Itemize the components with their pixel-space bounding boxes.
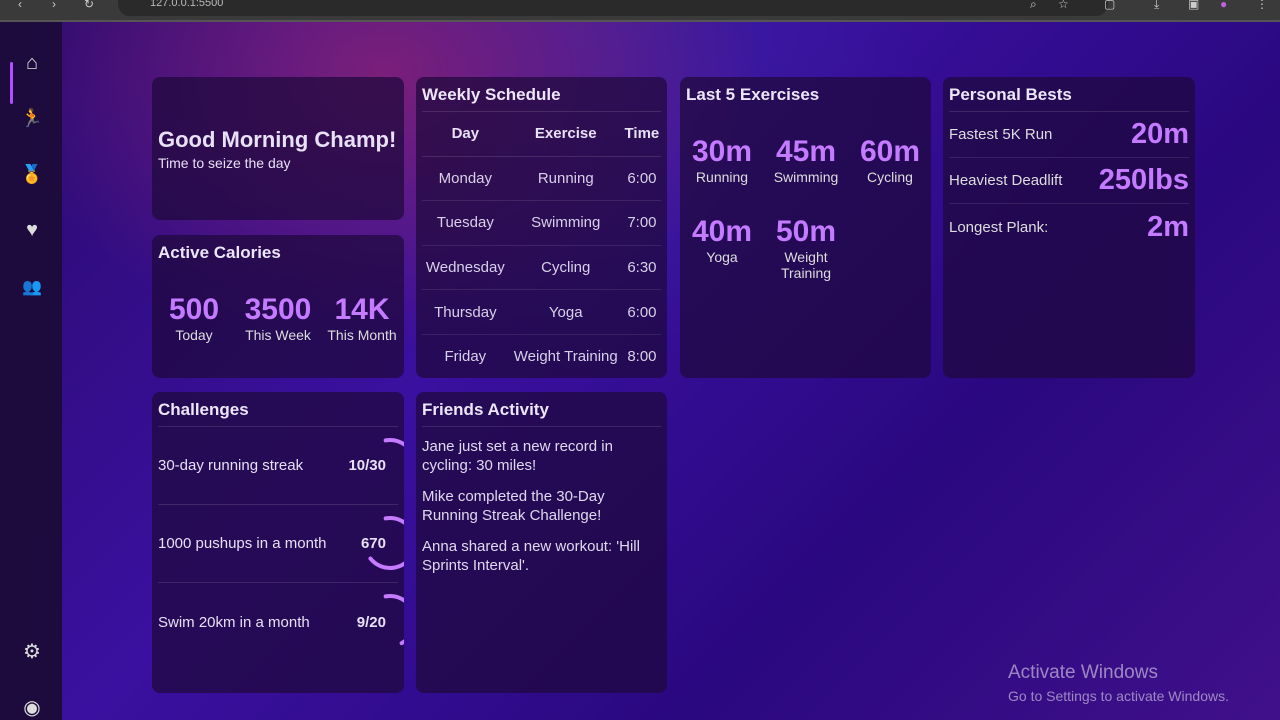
exercise-item: 40m Yoga [691,215,753,265]
last-exercises-card: Last 5 Exercises 30m Running 45m Swimming … [680,77,931,378]
calories-month: 14K This Month [327,293,397,343]
best-label: Longest Plank: [949,218,1049,236]
personal-best-row: Heaviest Deadlift 250lbs [949,158,1189,204]
challenge-label: 30-day running streak [158,457,304,474]
heart-icon[interactable]: ♥ [26,219,38,241]
sidebar: ⌂ 🏃 🏅 ♥ 👥 ⚙ ◉ [0,22,62,720]
schedule-cell: Friday [444,348,487,366]
gear-icon[interactable]: ⚙ [23,641,41,663]
windows-watermark: Activate Windows Go to Settings to activ… [1008,662,1229,704]
card-title: Challenges [158,400,398,427]
column-header: Exercise [508,112,623,157]
menu-icon[interactable]: ⋮ [1256,0,1268,11]
greeting-card: Good Morning Champ! Time to seize the da… [152,77,404,220]
calories-week: 3500 This Week [244,293,312,343]
best-label: Fastest 5K Run [949,126,1053,143]
progress-arc [363,516,404,570]
user-circle-icon[interactable]: ◉ [23,697,41,719]
friends-activity-card: Friends Activity Jane just set a new rec… [416,392,667,693]
schedule-cell: 6:00 [622,156,661,202]
schedule-table: Day Exercise Time Monday Running 6:00 Tuesd… [422,112,661,379]
activity-item: Jane just set a new record in cycling: 3… [422,438,613,474]
schedule-row: Tuesday Swimming 7:00 [422,200,661,246]
back-icon[interactable]: ‹ [18,0,22,11]
profile-avatar[interactable]: ● [1220,0,1228,11]
exercise-item: 30m Running [691,135,753,185]
personal-bests-card: Personal Bests Fastest 5K Run 20m Heaviest… [943,77,1195,378]
challenge-row: Swim 20km in a month 9/20 [158,583,404,661]
schedule-cell: 6:30 [622,245,661,291]
home-icon[interactable]: ⌂ [25,52,39,74]
calories-today: 500 Today [168,293,220,343]
personal-best-row: Fastest 5K Run 20m [949,112,1189,158]
challenge-row: 1000 pushups in a month 670 [158,505,404,583]
download-icon[interactable]: ⤓ [1154,0,1160,11]
card-title: Active Calories [158,243,281,262]
best-value: 20m [1130,118,1189,150]
challenge-label: 1000 pushups in a month [158,535,327,552]
medal-icon[interactable]: 🏅 [20,164,44,184]
exercise-item: 50m Weight Training [776,215,837,281]
column-header: Day [422,112,509,157]
schedule-cell: Yoga [508,289,623,335]
active-indicator [10,62,13,104]
users-icon[interactable]: 👥 [22,279,42,296]
challenge-label: Swim 20km in a month [158,613,310,631]
extension-icon[interactable]: ▢ [1104,0,1116,11]
best-value: 2m [1147,210,1189,243]
progress-ring [363,438,404,492]
card-title: Last 5 Exercises [686,85,820,104]
progress-arc [363,438,404,492]
progress-ring [363,594,404,648]
browser-toolbar: ‹ › ↻ 127.0.0.1:5500 ⌕ ☆ ▢ ⤓ ▣ ● ⋮ [0,0,1280,22]
column-header: Time [622,112,661,157]
active-calories-card: Active Calories 500 Today 3500 This Week 1… [152,235,404,378]
challenge-row: 30-day running streak 10/30 [158,427,404,505]
schedule-row: Monday Running 6:00 [422,156,661,202]
schedule-cell: Thursday [422,289,509,335]
progress-arc [363,594,404,648]
personal-best-row: Longest Plank: 2m [949,204,1189,250]
activity-item: Mike completed the 30-Day Running Streak… [422,488,605,524]
schedule-row: Wednesday Cycling 6:30 [422,245,661,291]
weekly-schedule-card: Weekly Schedule Day Exercise Time Monday… [416,77,667,378]
card-title: Personal Bests [949,85,1189,112]
exercise-item: 45m Swimming [773,135,839,185]
schedule-row: Thursday Yoga 6:00 [422,289,661,335]
schedule-cell: Running [508,156,623,202]
greeting-title: Good Morning Champ! [158,127,397,152]
challenge-value: 9/20 [356,613,386,631]
challenges-card: Challenges 30-day running streak 10/30 100… [152,392,404,693]
schedule-cell: Monday [422,156,509,202]
schedule-cell: Tuesday [422,200,509,246]
challenge-value: 10/30 [348,457,386,474]
schedule-cell: Cycling [508,245,623,291]
running-icon[interactable]: 🏃 [20,108,44,128]
schedule-cell: 6:00 [622,289,661,335]
schedule-cell: Weight Training [513,348,618,366]
schedule-cell: Swimming [508,200,623,246]
reload-icon[interactable]: ↻ [84,0,95,11]
schedule-row: Friday Weight Training 8:00 [422,334,661,379]
card-title: Friends Activity [422,400,661,427]
schedule-cell: 7:00 [622,200,661,246]
exercise-item: 60m Cycling [859,135,921,185]
forward-icon[interactable]: › [52,0,56,11]
challenge-value: 670 [360,535,386,552]
address-bar[interactable]: 127.0.0.1:5500 [118,0,1108,16]
card-title: Weekly Schedule [422,85,661,112]
schedule-cell: Wednesday [422,245,509,291]
split-view-icon[interactable]: ▣ [1188,0,1200,11]
activity-item: Anna shared a new workout: 'Hill Sprints… [422,538,640,574]
progress-ring [363,516,404,570]
greeting-subtitle: Time to seize the day [158,155,291,171]
bookmark-star-icon[interactable]: ☆ [1058,0,1069,11]
search-icon[interactable]: ⌕ [1030,0,1037,11]
schedule-cell: 8:00 [627,348,657,366]
best-value: 250lbs [1098,164,1189,196]
best-label: Heaviest Deadlift [949,172,1063,189]
